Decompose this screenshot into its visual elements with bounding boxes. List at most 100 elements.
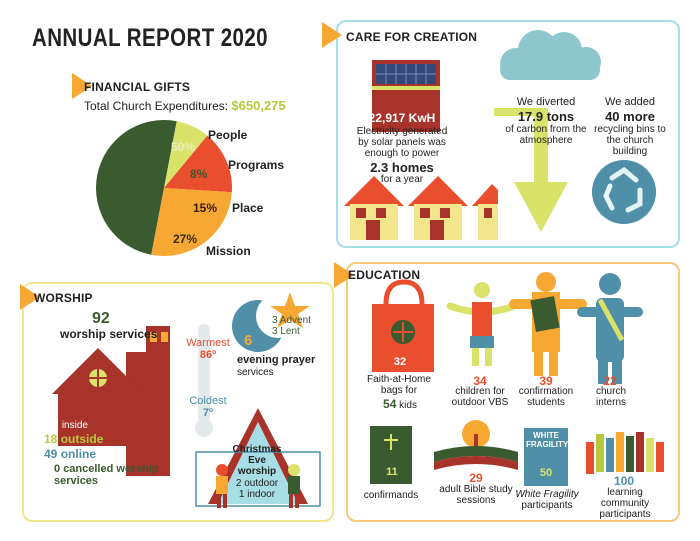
diverted-pre: We diverted xyxy=(516,96,576,108)
bags-kids-line: 54 kids xyxy=(364,397,436,411)
financial-header: FINANCIAL GIFTS xyxy=(84,80,191,94)
expenditures-value: $650,275 xyxy=(231,98,286,113)
added-post: recycling bins to the church building xyxy=(594,124,666,157)
solar-house-icon xyxy=(372,60,440,132)
moon-star-icon xyxy=(232,292,310,352)
lent-label: 3 Lent xyxy=(272,326,300,337)
cloud-icon xyxy=(500,30,601,80)
vbs-num: 34 xyxy=(473,374,487,388)
outside-label: outside xyxy=(60,432,104,446)
community-label: learning community participants xyxy=(599,487,651,520)
bags-num: 32 xyxy=(393,356,407,368)
christmas-title: Christmas Eve worship xyxy=(232,444,282,477)
confirmands-num: 11 xyxy=(386,466,398,478)
online-label: online xyxy=(60,447,97,461)
bible-label: adult Bible study sessions xyxy=(439,484,513,506)
thermometer-icon xyxy=(195,324,213,437)
advent-label: 3 Advent xyxy=(272,315,311,326)
diverted-value: 17.9 tons xyxy=(517,109,575,124)
inside-label: inside xyxy=(61,420,88,431)
online-line: 49 online xyxy=(44,447,96,461)
house-icon-1 xyxy=(344,176,404,240)
kwh-value: 22,917 KwH xyxy=(368,111,436,125)
financial-marker-icon xyxy=(72,73,92,99)
child-icon xyxy=(446,282,518,366)
christmas-indoor: 1 indoor xyxy=(238,489,276,500)
outside-line: 18 outside xyxy=(44,432,103,446)
book-title: WHITE FRAGILITY xyxy=(526,431,569,449)
pie-label-mission: Mission xyxy=(206,244,251,258)
worship-marker-icon xyxy=(20,284,40,310)
warmest-label: Warmest xyxy=(186,337,230,349)
pie-label-programs: Programs xyxy=(228,158,285,172)
evening-label: evening prayer xyxy=(237,354,316,366)
cancelled-num: 0 xyxy=(54,463,61,475)
creation-header: CARE FOR CREATION xyxy=(346,30,478,44)
pie-pct-people: 50% xyxy=(171,140,196,154)
electricity-text: Electricity generated by solar panels wa… xyxy=(356,126,448,159)
pie-pct-mission: 27% xyxy=(173,232,198,246)
coldest-label: Coldest xyxy=(189,395,227,407)
inside-num: 25 xyxy=(44,416,59,431)
interns-label: church interns xyxy=(595,386,626,408)
worship-illustrations xyxy=(52,292,321,508)
confirmands-label: confirmands xyxy=(363,490,419,501)
education-header: EDUCATION xyxy=(348,268,421,282)
homes-suffix: for a year xyxy=(380,174,424,185)
down-arrow-icon xyxy=(494,108,568,232)
white-fragility-book-icon xyxy=(524,428,568,486)
fragility-label-italic: White Fragility xyxy=(515,489,579,500)
worship-panel xyxy=(22,282,334,522)
homes-value: 2.3 homes xyxy=(370,160,434,175)
community-num: 100 xyxy=(613,474,635,488)
added-pre: We added xyxy=(605,96,655,108)
services-count: 92 xyxy=(92,310,110,327)
expenditures-line: Total Church Expenditures: $650,275 xyxy=(84,98,286,113)
intern-icon xyxy=(577,273,643,384)
pie-pct-programs: 8% xyxy=(190,167,208,181)
fragility-label: participants xyxy=(521,500,573,511)
confirmation-num: 39 xyxy=(539,374,553,388)
bible-num: 29 xyxy=(469,471,483,485)
outside-num: 18 xyxy=(44,432,58,446)
coldest-value: 7º xyxy=(202,407,214,419)
fragility-num: 50 xyxy=(539,467,553,479)
pie-pct-place: 15% xyxy=(193,201,218,215)
cancelled-label: cancelled worship services xyxy=(54,463,159,487)
added-value: 40 more xyxy=(605,109,655,124)
evening-suffix: services xyxy=(237,367,274,378)
inside-line: 25 inside xyxy=(44,416,88,431)
page-title: ANNUAL REPORT 2020 xyxy=(32,24,268,52)
evening-count: 6 xyxy=(244,332,253,349)
expenditures-label: Total Church Expenditures: xyxy=(84,99,229,113)
education-panel xyxy=(346,262,680,522)
worship-header: WORSHIP xyxy=(34,291,93,305)
education-illustrations xyxy=(370,272,664,486)
house-icon-2 xyxy=(408,176,468,240)
confirmation-student-icon xyxy=(509,272,587,376)
education-marker-icon xyxy=(334,262,354,288)
creation-panel xyxy=(336,20,680,248)
online-num: 49 xyxy=(44,447,58,461)
recycle-icon xyxy=(592,160,656,224)
house-icon-3 xyxy=(472,184,498,240)
church-icon xyxy=(52,326,170,476)
services-label: worship services xyxy=(60,327,158,341)
bag-icon xyxy=(372,279,434,372)
pie-slice-people xyxy=(96,120,177,255)
bags-kids-num: 54 xyxy=(383,397,397,411)
bags-kids: kids xyxy=(399,400,417,411)
confirmands-book-icon xyxy=(370,426,412,484)
confirmation-label: confirmation students xyxy=(518,386,574,408)
creation-marker-icon xyxy=(322,22,342,48)
interns-num: 22 xyxy=(603,374,617,388)
cancelled-line: 0 cancelled worship services xyxy=(54,463,174,487)
warmest-value: 86º xyxy=(199,349,217,361)
vbs-label: children for outdoor VBS xyxy=(451,386,509,408)
bible-study-icon xyxy=(434,420,518,470)
christmas-tent-icon xyxy=(195,408,321,508)
pie-label-people: People xyxy=(208,128,248,142)
christmas-outdoor: 2 outdoor xyxy=(235,478,279,489)
pie-label-place: Place xyxy=(232,201,264,215)
fragility-label-line: White Fragility participants xyxy=(512,489,582,511)
